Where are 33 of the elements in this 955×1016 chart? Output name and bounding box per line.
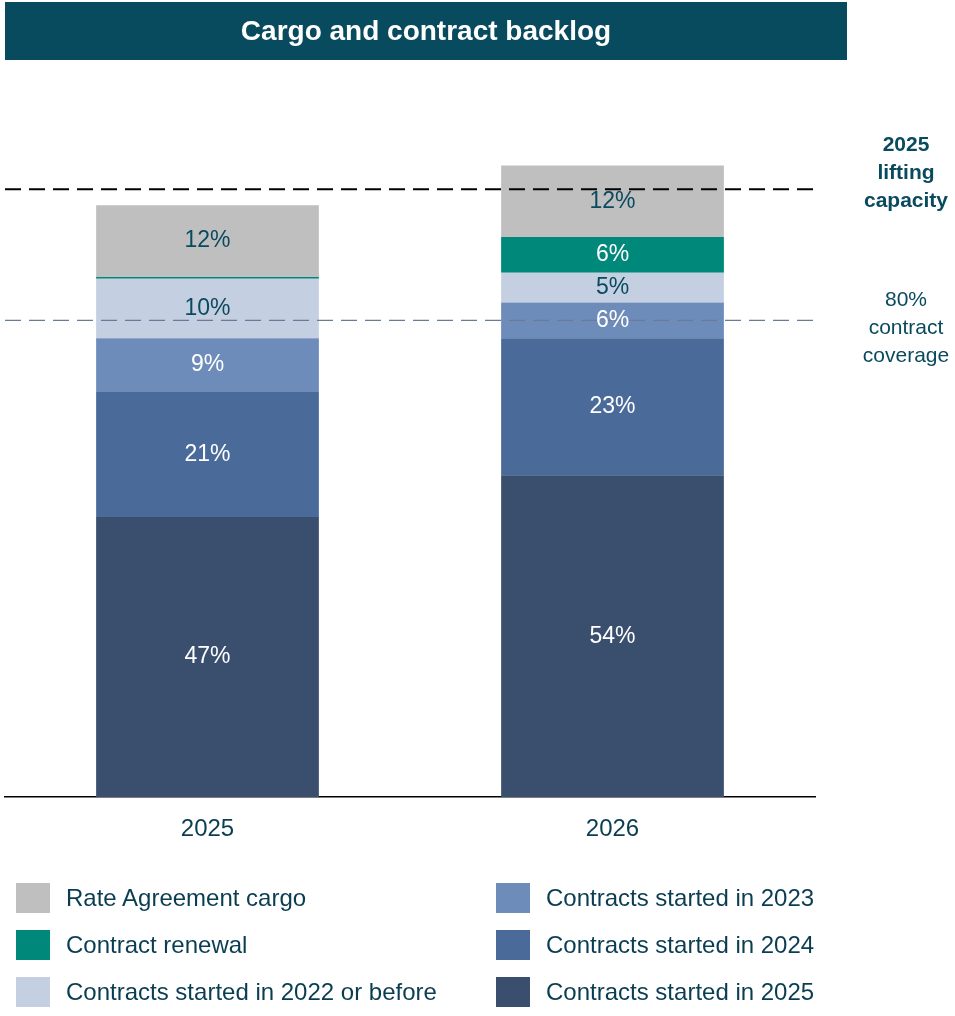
legend-label: Contracts started in 2022 or before: [66, 977, 437, 1006]
data-label: 54%: [589, 621, 636, 648]
data-label: 23%: [589, 392, 636, 419]
bar: [96, 391, 319, 518]
data-label: 47%: [184, 642, 231, 669]
bar: [501, 165, 724, 237]
data-label: 5%: [595, 272, 630, 299]
data-label: 12%: [184, 226, 231, 253]
ref-line-label: 80% contract coverage: [862, 287, 950, 367]
bar: [501, 338, 724, 476]
bar: [96, 517, 319, 798]
bar: [501, 236, 724, 273]
legend-label: Contracts started in 2023: [546, 883, 815, 912]
x-tick-label: 2026: [585, 814, 640, 842]
bar: [96, 338, 319, 392]
bar: [96, 278, 319, 339]
data-label: 6%: [595, 240, 630, 267]
chart-title: Cargo and contract backlog: [5, 2, 847, 60]
legend-label: Contracts started in 2025: [546, 977, 815, 1006]
data-label: 12%: [589, 186, 636, 213]
bar: [501, 302, 724, 339]
data-label: 6%: [595, 305, 630, 332]
data-label: 10%: [184, 293, 231, 320]
legend-label: Contract renewal: [66, 930, 248, 959]
legend-label: Rate Agreement cargo: [66, 883, 307, 912]
bar: [96, 205, 319, 277]
bar: [501, 272, 724, 303]
x-tick-label: 2025: [180, 814, 235, 842]
data-label: 21%: [184, 439, 231, 466]
ref-line-label: 2025 lifting capacity: [863, 132, 949, 212]
legend-label: Contracts started in 2024: [546, 930, 815, 959]
bar: [501, 475, 724, 798]
data-label: 9%: [190, 350, 225, 377]
